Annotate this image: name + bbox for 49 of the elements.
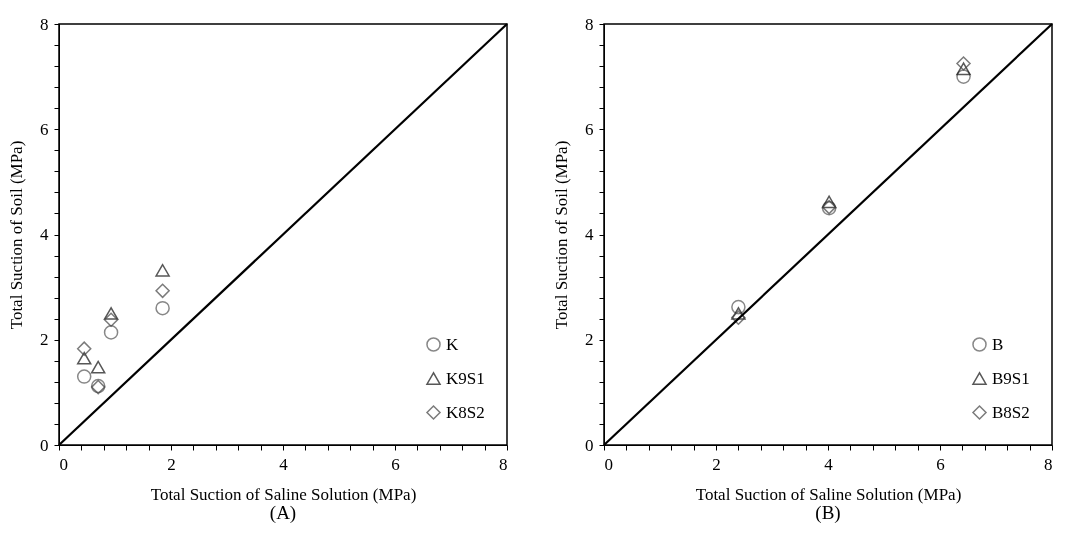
point [731,299,746,315]
x-tick-label: 2 [167,454,176,474]
point [155,263,170,277]
point [76,341,92,356]
x-tick-label: 0 [59,454,68,474]
y-tick-label: 4 [585,225,594,244]
legend-label: B9S1 [992,368,1030,388]
y-tick-label: 6 [40,119,49,139]
x-axis-title: Total Suction of Saline Solution (MPa) [695,484,962,504]
point [103,307,119,320]
y-tick-label: 8 [585,14,594,34]
y-tick-label: 2 [585,330,594,350]
point [90,360,106,374]
x-tick-label: 8 [1044,454,1053,474]
x-tick-label: 2 [712,454,721,474]
legend-label: K9S1 [446,368,485,388]
point [155,300,170,316]
point [155,283,170,299]
y-tick-label: 2 [40,330,49,350]
legend-label: K8S2 [446,402,485,422]
x-tick-label: 4 [279,454,289,474]
point [76,369,92,384]
x-tick-label: 6 [936,454,945,474]
legend-label: B [992,334,1004,354]
point [76,351,92,365]
legend-label: K [446,334,459,354]
y-tick-label: 4 [40,225,49,244]
x-axis-title: Total Suction of Saline Solution (MPa) [150,484,417,504]
y-axis-title: Total Suction of Soil (MPa) [552,140,571,330]
point [956,69,971,84]
y-tick-label: 0 [585,435,594,455]
point [103,325,119,340]
y-tick-label: 0 [40,435,49,455]
x-tick-label: 4 [824,454,834,474]
text: (A) [269,502,297,524]
y-tick-label: 6 [585,119,594,139]
point [956,62,971,76]
x-tick-label: 8 [499,454,508,474]
x-tick-label: 6 [391,454,400,474]
point [956,56,971,71]
point [731,307,746,320]
y-tick-label: 8 [40,14,49,34]
text: (B) [815,502,841,524]
legend-label: B8S2 [992,402,1030,422]
point [731,310,746,325]
point [821,195,837,209]
point [103,312,119,328]
y-axis-title: Total Suction of Soil (MPa) [7,140,26,330]
x-tick-label: 0 [604,454,613,474]
